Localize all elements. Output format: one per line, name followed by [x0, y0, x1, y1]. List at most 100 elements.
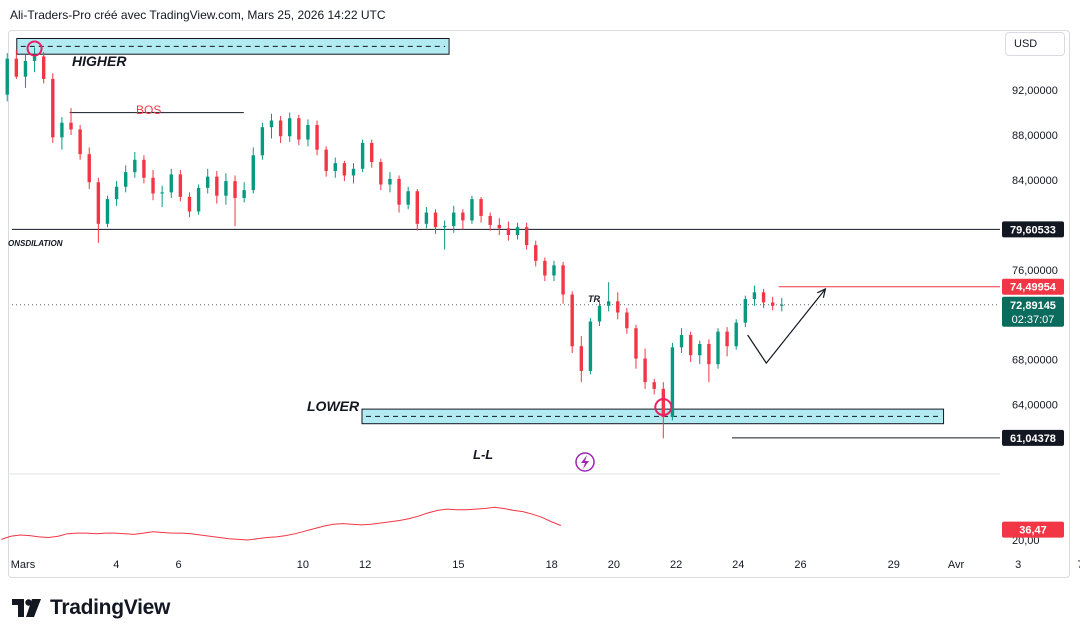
candle[interactable] [506, 221, 511, 241]
candle[interactable] [397, 175, 401, 213]
candle[interactable] [142, 155, 146, 184]
candle[interactable] [333, 157, 337, 178]
candle[interactable] [734, 319, 738, 350]
candle[interactable] [5, 53, 9, 102]
rsi-line[interactable] [1, 506, 562, 541]
candle[interactable] [707, 339, 711, 383]
candle[interactable] [406, 186, 410, 210]
rsi-value-tag[interactable]: 36,47 [1002, 521, 1064, 538]
candle[interactable] [770, 296, 775, 311]
candle[interactable] [752, 285, 757, 306]
candle[interactable] [461, 209, 465, 230]
candle[interactable] [597, 300, 602, 326]
candle[interactable] [670, 342, 675, 421]
last-price-tag[interactable]: 72,89145 02:37:07 [1002, 296, 1064, 327]
candle[interactable] [634, 324, 638, 369]
candle[interactable] [260, 122, 265, 160]
candle[interactable] [698, 340, 702, 365]
candle[interactable] [561, 261, 565, 304]
candle[interactable] [351, 163, 356, 184]
candle[interactable] [442, 220, 447, 250]
candle[interactable] [187, 192, 192, 218]
consolidation-price-tag[interactable]: 79,60533 [1002, 221, 1064, 238]
candle[interactable] [616, 292, 620, 320]
candle[interactable] [41, 51, 46, 84]
candle[interactable] [652, 378, 656, 395]
candle[interactable] [196, 184, 201, 215]
candle[interactable] [278, 115, 283, 143]
candle[interactable] [133, 151, 137, 178]
candle[interactable] [679, 328, 684, 353]
candle[interactable] [661, 382, 666, 439]
candle[interactable] [488, 212, 492, 231]
candle[interactable] [433, 209, 438, 234]
candle[interactable] [780, 297, 784, 312]
candle[interactable] [370, 139, 374, 168]
candle[interactable] [543, 257, 547, 282]
candle[interactable] [324, 146, 328, 177]
candle[interactable] [169, 168, 173, 198]
candle[interactable] [114, 181, 119, 206]
candle[interactable] [725, 327, 729, 357]
candle[interactable] [51, 73, 55, 143]
candle[interactable] [534, 240, 538, 267]
candle[interactable] [552, 260, 556, 282]
candle[interactable] [215, 171, 219, 204]
candle[interactable] [570, 291, 574, 353]
candle[interactable] [688, 331, 693, 362]
candle[interactable] [60, 117, 64, 150]
candle[interactable] [360, 139, 365, 173]
candle[interactable] [452, 205, 456, 233]
candle[interactable] [761, 288, 766, 309]
candle[interactable] [160, 185, 164, 207]
candle[interactable] [424, 206, 429, 229]
higher-zone[interactable] [16, 37, 450, 55]
candle[interactable] [206, 168, 210, 194]
candle[interactable] [625, 308, 629, 334]
candle[interactable] [242, 182, 246, 203]
candle[interactable] [96, 177, 101, 243]
candle[interactable] [306, 119, 310, 147]
candle[interactable] [151, 169, 155, 201]
candle[interactable] [178, 169, 183, 202]
candle[interactable] [32, 47, 37, 73]
projection-path[interactable] [747, 288, 826, 365]
candle[interactable] [470, 195, 474, 224]
candle[interactable] [105, 195, 110, 228]
candle[interactable] [78, 124, 82, 160]
candle[interactable] [415, 188, 419, 231]
lightning-icon[interactable] [575, 452, 595, 472]
candle[interactable] [379, 158, 383, 191]
lower-zone[interactable] [361, 408, 945, 425]
candle[interactable] [233, 175, 237, 227]
candle[interactable] [269, 113, 274, 139]
candle[interactable] [23, 54, 28, 88]
candle[interactable] [515, 222, 520, 240]
candle[interactable] [297, 114, 301, 146]
candle[interactable] [497, 218, 501, 236]
candle[interactable] [479, 196, 483, 223]
candle[interactable] [224, 173, 228, 205]
candle[interactable] [743, 295, 748, 328]
currency-selector[interactable]: USD [1005, 32, 1065, 56]
candle[interactable] [643, 348, 647, 389]
low-level-price-tag[interactable]: 61,04378 [1002, 429, 1064, 446]
candle[interactable] [579, 336, 584, 383]
candle[interactable] [14, 49, 19, 79]
candle[interactable] [588, 318, 593, 375]
tr-price-tag[interactable]: 74,49954 [1002, 278, 1064, 295]
candle[interactable] [87, 147, 91, 189]
candle[interactable] [524, 222, 529, 250]
candle[interactable] [606, 282, 611, 312]
candle[interactable] [342, 160, 347, 182]
candle[interactable] [123, 165, 128, 193]
candle[interactable] [315, 120, 319, 156]
candle[interactable] [251, 147, 255, 194]
candle[interactable] [69, 108, 73, 136]
candle[interactable] [288, 112, 292, 142]
low-pivot-circle[interactable] [654, 398, 673, 417]
candle[interactable] [388, 172, 392, 193]
candle[interactable] [716, 328, 720, 369]
high-pivot-circle[interactable] [26, 40, 43, 57]
